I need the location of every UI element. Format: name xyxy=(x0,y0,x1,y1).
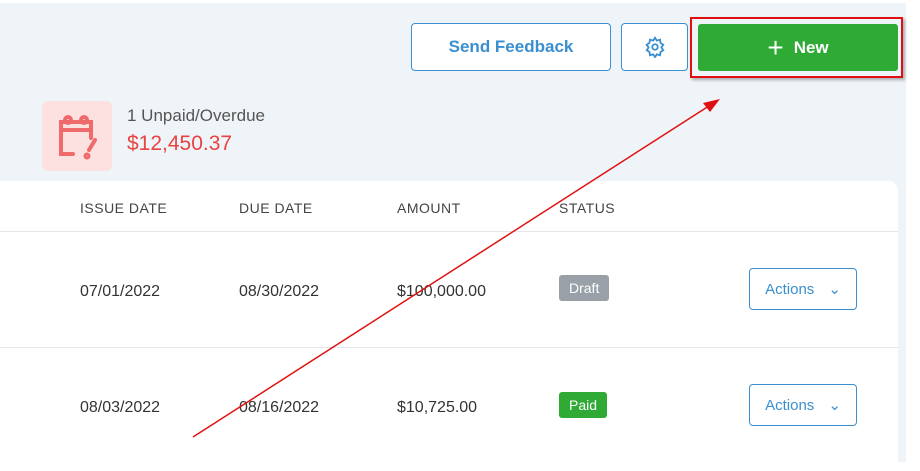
actions-button[interactable]: Actions ⌄ xyxy=(749,384,857,426)
status-badge: Paid xyxy=(559,392,608,418)
invoice-table xyxy=(0,181,898,471)
status-badge: Draft xyxy=(559,275,610,301)
header-issue-date[interactable]: ISSUE DATE xyxy=(80,200,168,216)
divider xyxy=(0,231,898,232)
issue-date: 07/01/2022 xyxy=(80,283,161,300)
actions-label: Actions xyxy=(765,280,815,298)
actions-label: Actions xyxy=(765,396,815,414)
header-due-date[interactable]: DUE DATE xyxy=(239,200,313,216)
amount: $100,000.00 xyxy=(397,283,486,300)
header-status[interactable]: STATUS xyxy=(559,200,616,216)
settings-button[interactable] xyxy=(621,23,688,71)
highlight-box xyxy=(690,17,903,78)
amount: $10,725.00 xyxy=(397,399,478,416)
actions-button[interactable]: Actions ⌄ xyxy=(749,268,857,310)
gear-icon xyxy=(644,36,665,58)
chevron-down-icon: ⌄ xyxy=(828,397,841,414)
divider xyxy=(0,347,898,348)
header-amount[interactable]: AMOUNT xyxy=(397,200,461,216)
send-feedback-button[interactable]: Send Feedback xyxy=(411,23,611,71)
calendar-icon xyxy=(42,101,112,171)
new-label: New xyxy=(793,37,829,57)
chevron-down-icon: ⌄ xyxy=(828,281,841,298)
unpaid-amount: $12,450.37 xyxy=(127,132,233,155)
plus-icon: + xyxy=(767,31,784,63)
due-date: 08/16/2022 xyxy=(239,399,320,416)
due-date: 08/30/2022 xyxy=(239,283,320,300)
unpaid-count: 1 Unpaid/Overdue xyxy=(127,106,265,125)
new-button[interactable]: + New xyxy=(698,24,898,71)
issue-date: 08/03/2022 xyxy=(80,399,161,416)
